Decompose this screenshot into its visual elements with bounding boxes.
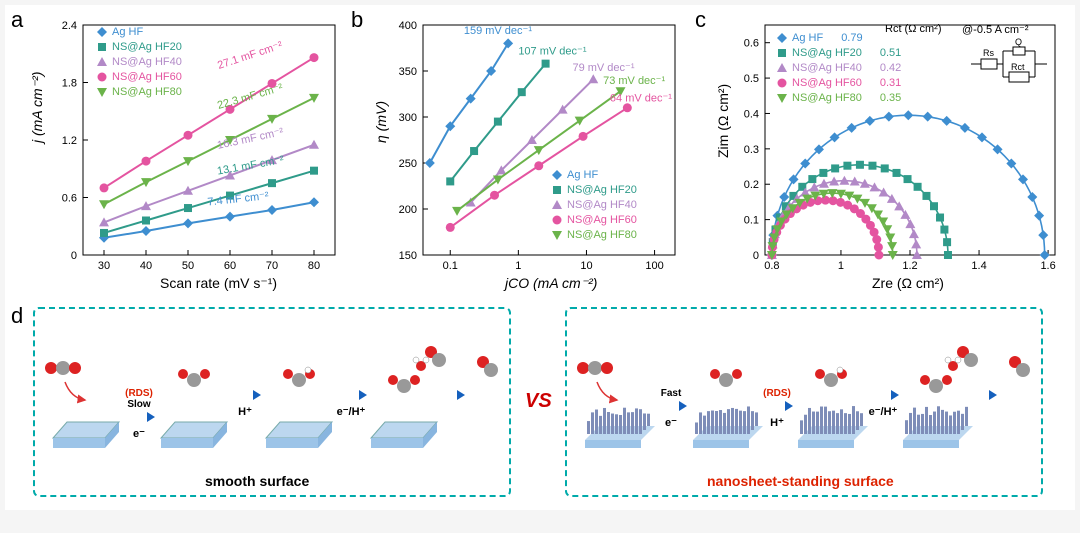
svg-text:50: 50 — [182, 260, 194, 272]
svg-text:60: 60 — [224, 260, 236, 272]
panel-label-a: a — [11, 7, 23, 33]
legend-item: NS@Ag HF20 — [550, 183, 637, 197]
svg-text:10: 10 — [580, 260, 592, 272]
figure-container: a b c d 30405060708000.61.21.82.427.1 mF… — [5, 5, 1075, 510]
chart-c-ylabel: Zim (Ω cm²) — [715, 84, 731, 158]
chart-a-svg: 30405060708000.61.21.82.427.1 mF cm⁻²22.… — [35, 13, 345, 293]
chart-b: 0.1 1 10 100 150 200 250 300 350 400 159 mV dec⁻¹ 1… — [375, 13, 685, 293]
legend-item: Ag HF0.79 — [775, 31, 901, 45]
svg-text:400: 400 — [399, 20, 417, 32]
svg-text:1.4: 1.4 — [971, 260, 986, 272]
svg-text:1.6: 1.6 — [1040, 260, 1055, 272]
svg-text:300: 300 — [399, 112, 417, 124]
panel-label-b: b — [351, 7, 363, 33]
svg-text:100: 100 — [645, 260, 663, 272]
svg-text:0: 0 — [753, 250, 759, 262]
svg-text:1: 1 — [515, 260, 521, 272]
chart-b-xlabel: jCO (mA cm⁻²) — [505, 275, 597, 292]
svg-text:0.6: 0.6 — [62, 193, 77, 205]
legend-item: NS@Ag HF20 — [95, 40, 182, 54]
svg-text:0.2: 0.2 — [744, 179, 759, 191]
svg-text:350: 350 — [399, 66, 417, 78]
circuit-rct: Rct — [1011, 62, 1025, 72]
svg-text:0.1: 0.1 — [443, 260, 458, 272]
svg-text:1.8: 1.8 — [62, 78, 77, 90]
legend-item: NS@Ag HF200.51 — [775, 46, 901, 60]
circuit-q: Q — [1015, 37, 1022, 47]
legend-item: NS@Ag HF40 — [550, 198, 637, 212]
svg-text:1.2: 1.2 — [62, 135, 77, 147]
svg-text:70: 70 — [266, 260, 278, 272]
legend-item: NS@Ag HF80 — [95, 85, 182, 99]
chart-b-ylabel: η (mV) — [373, 101, 389, 143]
schematic-right: nanosheet-standing surface Faste⁻(RDS)H⁺… — [565, 307, 1043, 497]
vs-label: VS — [525, 390, 552, 413]
svg-text:0: 0 — [71, 250, 77, 262]
circuit-diagram: Rs Q Rct — [969, 43, 1051, 85]
legend-item: NS@Ag HF60 — [95, 70, 182, 84]
chart-c: 0.8 1 1.2 1.4 1.6 0 0.1 0.2 0.3 0.4 0.5 0.6 Zre (Ω … — [717, 13, 1067, 293]
svg-text:80: 80 — [308, 260, 320, 272]
chart-c-xlabel: Zre (Ω cm²) — [872, 275, 944, 291]
legend-item: NS@Ag HF800.35 — [775, 91, 901, 105]
svg-text:30: 30 — [98, 260, 110, 272]
circuit-rs: Rs — [983, 48, 994, 58]
chart-a-legend: Ag HFNS@Ag HF20NS@Ag HF40NS@Ag HF60NS@Ag… — [95, 25, 182, 100]
nanosheet-surface-label: nanosheet-standing surface — [707, 473, 894, 489]
chart-b-legend: Ag HFNS@Ag HF20NS@Ag HF40NS@Ag HF60NS@Ag… — [550, 168, 637, 243]
legend-item: Ag HF — [95, 25, 182, 39]
svg-text:64 mV dec⁻¹: 64 mV dec⁻¹ — [610, 92, 672, 104]
legend-item: NS@Ag HF40 — [95, 55, 182, 69]
chart-c-legend: Ag HF0.79NS@Ag HF200.51NS@Ag HF400.42NS@… — [775, 31, 901, 106]
legend-item: Ag HF — [550, 168, 637, 182]
chart-a-ylabel: j (mA cm⁻²) — [29, 72, 46, 143]
svg-text:0.1: 0.1 — [744, 215, 759, 227]
schematic-left: smooth surface (RDS)Slowe⁻H⁺e⁻/H⁺ — [33, 307, 511, 497]
svg-text:250: 250 — [399, 158, 417, 170]
rct-header: Rct (Ω cm²) — [885, 23, 942, 35]
panel-label-d: d — [11, 303, 23, 329]
svg-text:40: 40 — [140, 260, 152, 272]
svg-text:1: 1 — [838, 260, 844, 272]
legend-item: NS@Ag HF60 — [550, 213, 637, 227]
chart-a: 30405060708000.61.21.82.427.1 mF cm⁻²22.… — [35, 13, 345, 293]
svg-text:159 mV dec⁻¹: 159 mV dec⁻¹ — [464, 25, 533, 37]
svg-text:0.5: 0.5 — [744, 73, 759, 85]
panel-label-c: c — [695, 7, 706, 33]
svg-text:0.3: 0.3 — [744, 144, 759, 156]
legend-item: NS@Ag HF80 — [550, 228, 637, 242]
svg-text:0.6: 0.6 — [744, 38, 759, 50]
svg-text:1.2: 1.2 — [902, 260, 917, 272]
svg-text:0.8: 0.8 — [764, 260, 779, 272]
legend-item: NS@Ag HF400.42 — [775, 61, 901, 75]
chart-b-svg: 0.1 1 10 100 150 200 250 300 350 400 159 mV dec⁻¹ 1… — [375, 13, 685, 293]
svg-text:79 mV dec⁻¹: 79 mV dec⁻¹ — [572, 62, 634, 74]
svg-text:150: 150 — [399, 250, 417, 262]
svg-text:2.4: 2.4 — [62, 20, 77, 32]
svg-text:200: 200 — [399, 204, 417, 216]
svg-text:0.4: 0.4 — [744, 108, 759, 120]
condition: @-0.5 A cm⁻² — [962, 23, 1029, 36]
smooth-surface-label: smooth surface — [205, 473, 309, 489]
svg-text:73 mV dec⁻¹: 73 mV dec⁻¹ — [603, 75, 665, 87]
legend-item: NS@Ag HF600.31 — [775, 76, 901, 90]
svg-text:107 mV dec⁻¹: 107 mV dec⁻¹ — [518, 45, 587, 57]
chart-a-xlabel: Scan rate (mV s⁻¹) — [160, 275, 277, 292]
